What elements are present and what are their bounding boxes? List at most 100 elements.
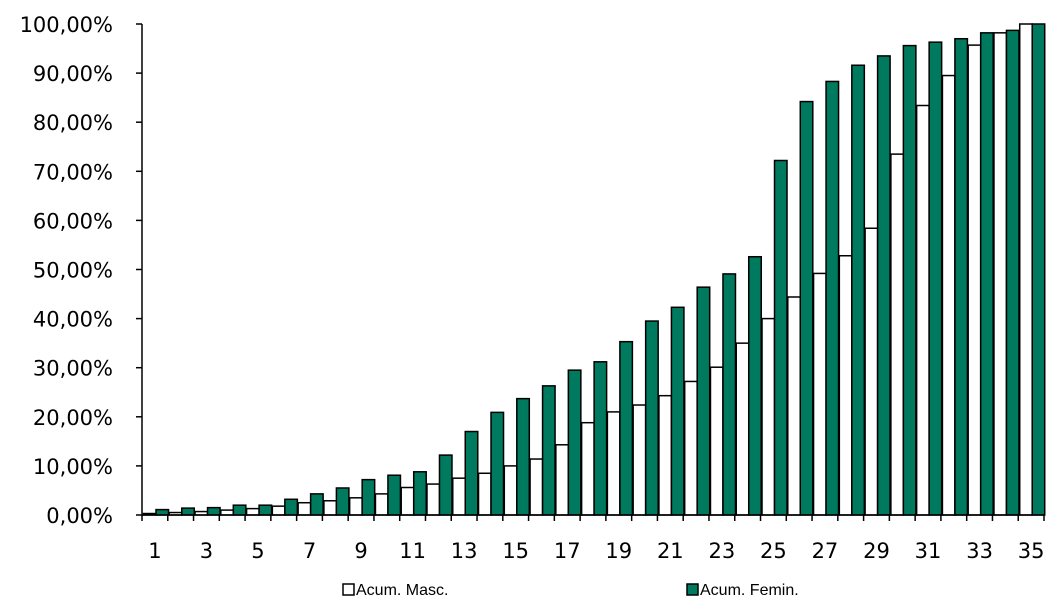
bar-acum-femin-6 <box>284 498 299 516</box>
legend-label-acum-femin: Acum. Femin. <box>700 582 799 599</box>
bar-acum-femin-21 <box>670 306 685 516</box>
bar-acum-femin-2 <box>181 507 196 516</box>
bar-acum-femin-26 <box>799 100 814 516</box>
y-tick-label: 0,00% <box>46 504 113 528</box>
bar-acum-masc-30 <box>890 153 905 516</box>
bar-acum-masc-12 <box>426 483 441 516</box>
bar-acum-femin-31 <box>928 41 943 516</box>
bar-acum-masc-5 <box>245 507 260 516</box>
bar-acum-masc-14 <box>477 472 492 516</box>
bar-acum-femin-22 <box>696 286 711 516</box>
bar-acum-femin-30 <box>902 44 917 516</box>
bar-acum-femin-8 <box>335 487 350 516</box>
x-tick-label: 25 <box>760 539 787 563</box>
bar-acum-femin-5 <box>258 504 273 516</box>
bar-acum-femin-29 <box>876 55 891 516</box>
bar-acum-masc-23 <box>709 366 724 516</box>
bar-acum-masc-27 <box>812 272 827 516</box>
x-tick-label: 3 <box>200 539 213 563</box>
bar-acum-masc-25 <box>761 317 776 516</box>
y-tick-label: 10,00% <box>33 455 113 479</box>
bar-acum-femin-10 <box>387 474 402 516</box>
bar-acum-femin-25 <box>773 159 788 516</box>
x-tick-label: 15 <box>502 539 529 563</box>
bar-acum-femin-27 <box>825 80 840 516</box>
bar-acum-masc-15 <box>503 465 518 516</box>
x-tick-label: 27 <box>812 539 839 563</box>
bar-acum-femin-16 <box>541 385 556 516</box>
bar-acum-masc-20 <box>632 404 647 516</box>
bar-acum-femin-33 <box>979 32 994 516</box>
legend-swatch-acum-masc <box>342 583 355 596</box>
bar-acum-masc-18 <box>580 421 595 516</box>
bar-acum-masc-16 <box>529 458 544 516</box>
bar-acum-femin-4 <box>232 504 247 516</box>
bar-acum-masc-19 <box>606 411 621 516</box>
y-tick-label: 90,00% <box>33 62 113 86</box>
bar-acum-masc-32 <box>941 74 956 516</box>
x-tick-label: 35 <box>1018 539 1045 563</box>
x-tick-label: 33 <box>966 539 993 563</box>
bar-acum-masc-34 <box>993 32 1008 516</box>
bar-acum-femin-20 <box>644 320 659 516</box>
bar-acum-femin-13 <box>464 430 479 516</box>
bar-acum-masc-35 <box>1018 23 1033 516</box>
bar-acum-masc-21 <box>658 394 673 516</box>
bar-acum-femin-32 <box>954 37 969 516</box>
bar-acum-femin-35 <box>1031 23 1046 516</box>
bar-acum-femin-15 <box>516 397 531 516</box>
bar-acum-masc-33 <box>967 44 982 516</box>
x-tick-labels: 1 3 5 7 9 11 13 15 17 19 21 23 25 27 29 31 33 35 <box>148 539 1044 563</box>
x-tick-label: 31 <box>915 539 942 563</box>
legend-label-acum-masc: Acum. Masc. <box>356 582 448 599</box>
bar-acum-masc-24 <box>735 342 750 516</box>
y-tick-labels: 0,00% 10,00% 20,00% 30,00% 40,00% 50,00% 60,00… <box>20 13 113 528</box>
bar-acum-femin-11 <box>412 471 427 516</box>
x-tick-label: 19 <box>605 539 632 563</box>
bar-marks <box>142 23 1046 516</box>
bar-acum-femin-34 <box>1005 29 1020 516</box>
y-tick-label: 30,00% <box>33 357 113 381</box>
bar-acum-femin-12 <box>438 454 453 516</box>
x-tick-label: 29 <box>863 539 890 563</box>
y-tick-label: 80,00% <box>33 111 113 135</box>
x-tick-label: 9 <box>354 539 367 563</box>
bar-acum-femin-3 <box>206 506 221 516</box>
bar-acum-masc-13 <box>452 477 467 516</box>
bar-acum-masc-9 <box>348 497 363 516</box>
y-tick-label: 40,00% <box>33 308 113 332</box>
x-tick-label: 23 <box>708 539 735 563</box>
bar-acum-masc-26 <box>787 296 802 516</box>
y-tick-label: 50,00% <box>33 259 113 283</box>
x-tick-label: 7 <box>303 539 316 563</box>
legend: Acum. Masc. Acum. Femin. <box>342 582 799 599</box>
axes <box>136 23 1045 521</box>
x-tick-label: 17 <box>554 539 581 563</box>
bar-acum-masc-29 <box>864 227 879 516</box>
bar-acum-masc-22 <box>683 380 698 516</box>
bar-acum-femin-23 <box>722 273 737 516</box>
bar-acum-masc-7 <box>297 501 312 516</box>
bar-acum-femin-18 <box>593 361 608 516</box>
x-tick-label: 1 <box>148 539 161 563</box>
bar-acum-masc-28 <box>838 255 853 516</box>
y-tick-label: 100,00% <box>20 13 113 37</box>
bar-acum-masc-8 <box>323 500 338 516</box>
bar-acum-femin-1 <box>155 508 170 516</box>
bar-acum-masc-31 <box>915 104 930 516</box>
bar-acum-masc-10 <box>374 493 389 516</box>
y-tick-label: 60,00% <box>33 209 113 233</box>
bar-acum-femin-17 <box>567 369 582 516</box>
y-tick-label: 20,00% <box>33 406 113 430</box>
bar-acum-masc-6 <box>271 505 286 516</box>
bar-acum-masc-17 <box>555 444 570 516</box>
x-tick-label: 5 <box>251 539 264 563</box>
x-tick-label: 21 <box>657 539 684 563</box>
x-tick-label: 13 <box>451 539 478 563</box>
bar-acum-femin-9 <box>361 478 376 516</box>
bar-acum-femin-7 <box>309 493 324 516</box>
bar-acum-femin-28 <box>851 64 866 516</box>
bar-acum-masc-11 <box>400 486 415 516</box>
x-tick-label: 11 <box>399 539 426 563</box>
